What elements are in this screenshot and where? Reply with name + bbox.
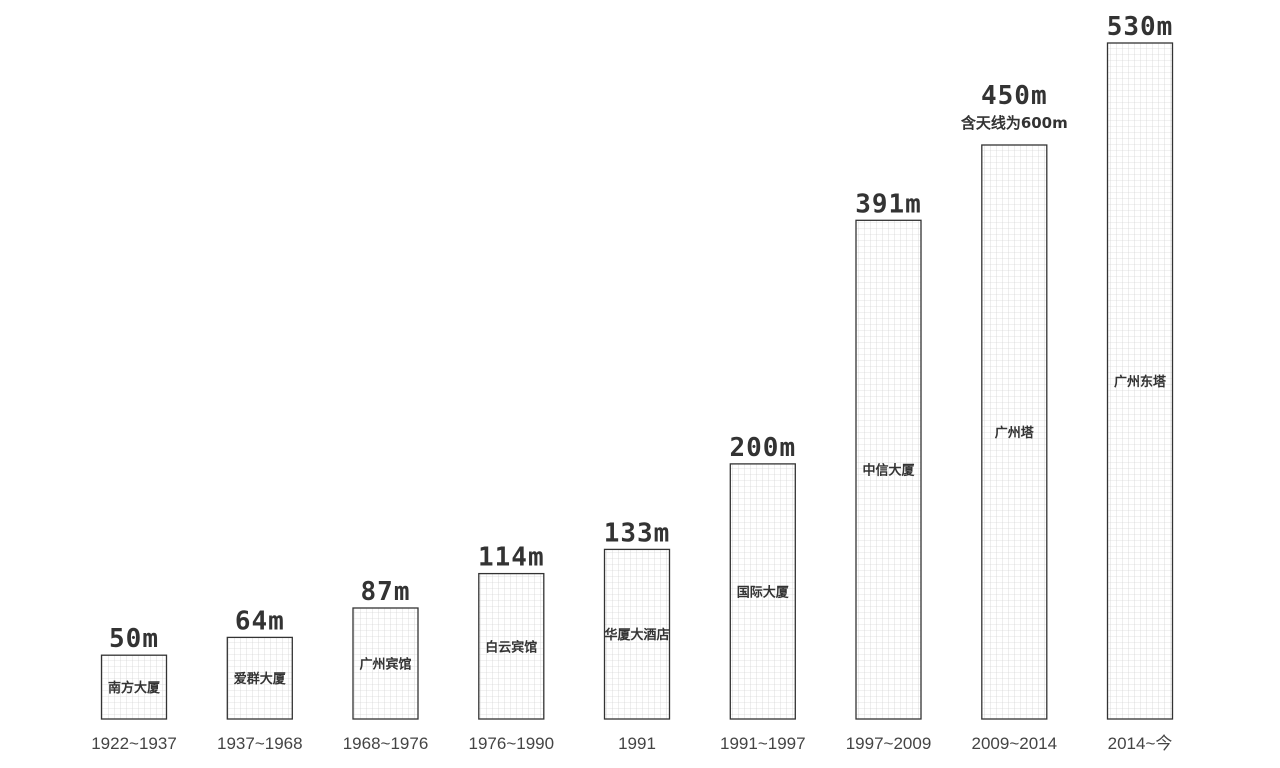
bar-1 (100, 654, 168, 720)
period-tick-label: 2009~2014 (972, 734, 1058, 753)
building-name-label: 广州塔 (995, 425, 1035, 441)
value-label: 50m (109, 624, 159, 654)
bar-6 (729, 463, 796, 720)
period-tick-label: 1991~1997 (720, 734, 806, 753)
bar-8 (981, 144, 1048, 720)
annotation-label: 含天线为600m (961, 114, 1068, 132)
value-label: 64m (235, 606, 285, 636)
building-name-label: 广州东塔 (1114, 374, 1167, 390)
value-label: 391m (855, 189, 922, 219)
period-tick-label: 1922~1937 (91, 734, 177, 753)
building-name-label: 华厦大酒店 (604, 627, 669, 643)
value-label: 530m (1107, 12, 1174, 42)
value-label: 133m (604, 518, 671, 548)
period-tick-label: 1976~1990 (469, 734, 555, 753)
bar-7 (855, 219, 922, 720)
period-tick-label: 2014~今 (1108, 734, 1173, 753)
bar-4 (478, 572, 545, 720)
building-name-label: 中信大厦 (862, 463, 915, 479)
building-name-label: 广州宾馆 (359, 657, 411, 673)
value-label: 200m (729, 433, 796, 463)
value-label: 87m (361, 577, 411, 607)
bar-5 (603, 548, 671, 720)
period-tick-label: 1937~1968 (217, 734, 303, 753)
value-label: 114m (478, 543, 545, 573)
period-tick-label: 1991 (618, 734, 656, 753)
value-label: 450m (981, 81, 1048, 111)
building-name-label: 白云宾馆 (485, 639, 537, 655)
period-tick-label: 1968~1976 (343, 734, 429, 753)
bar-9 (1106, 42, 1174, 720)
building-name-label: 爱群大厦 (234, 671, 287, 687)
bar-3 (352, 607, 419, 720)
building-name-label: 国际大厦 (737, 585, 790, 601)
period-tick-label: 1997~2009 (846, 734, 932, 753)
building-name-label: 南方大厦 (108, 680, 161, 696)
bar-2 (226, 636, 293, 720)
